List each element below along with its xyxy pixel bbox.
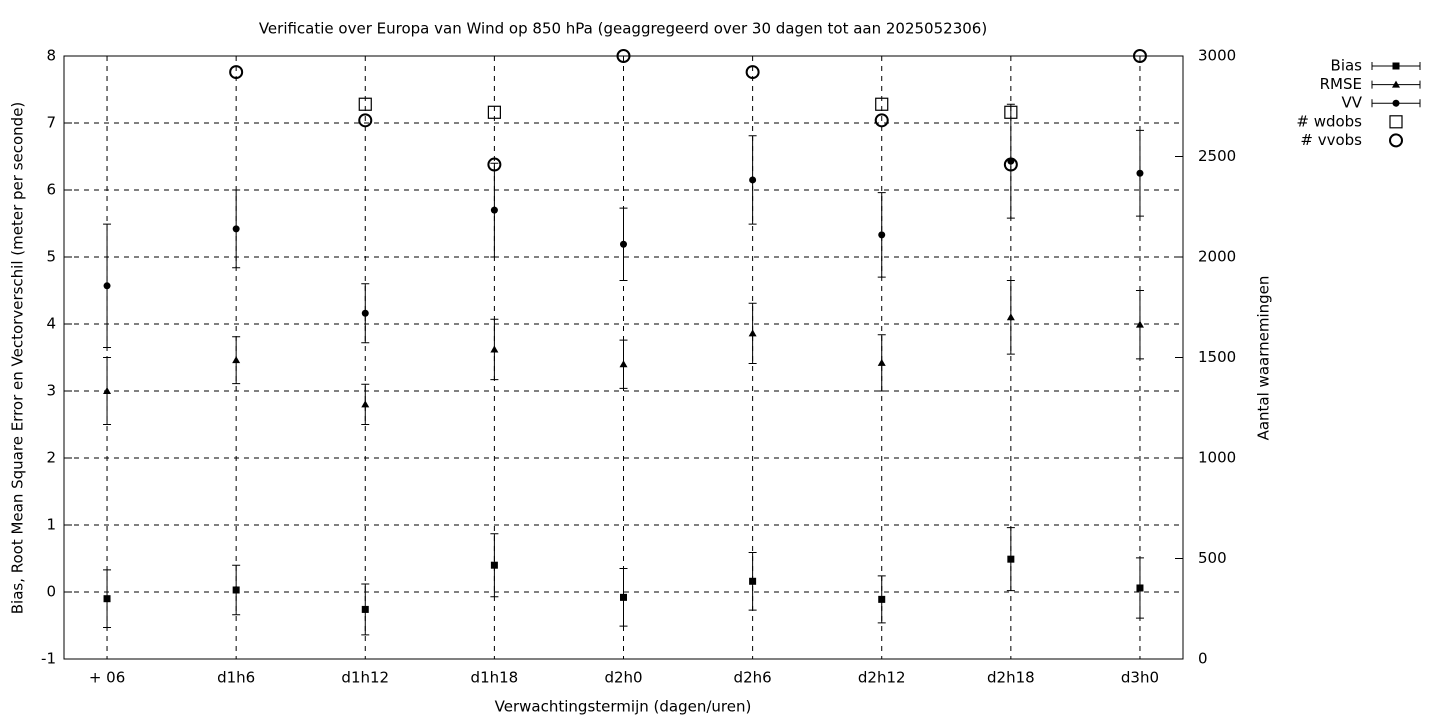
y-tick-label: 6 — [46, 181, 56, 199]
x-tick-label: + 06 — [89, 669, 125, 687]
legend-label: Bias — [1331, 57, 1363, 75]
data-point — [103, 595, 111, 603]
x-axis-label: Verwachtingstermijn (dagen/uren) — [495, 698, 752, 716]
data-point — [487, 105, 501, 119]
data-point — [232, 586, 240, 594]
data-point — [1004, 105, 1018, 119]
y2-tick-label: 0 — [1198, 650, 1208, 668]
data-point — [361, 605, 369, 613]
y2-tick-label: 1000 — [1198, 449, 1236, 467]
data-point — [490, 345, 499, 353]
y-tick-label: 4 — [46, 315, 56, 333]
data-point — [358, 97, 372, 111]
data-point — [619, 360, 628, 368]
data-point — [874, 113, 889, 128]
legend-label: RMSE — [1320, 75, 1362, 93]
data-point — [748, 329, 757, 337]
data-point — [875, 97, 889, 111]
data-point — [1132, 49, 1147, 63]
legend-marker — [1392, 99, 1400, 107]
y-tick-label: 3 — [46, 382, 56, 400]
data-point — [1136, 169, 1144, 177]
legend-label: # wdobs — [1296, 112, 1362, 130]
legend-marker — [1389, 133, 1403, 148]
data-point — [620, 240, 627, 248]
x-tick-label: d1h6 — [217, 669, 255, 687]
data-point — [490, 561, 498, 569]
data-point — [1003, 157, 1018, 172]
y2-axis-label: Aantal waarnemingen — [1255, 276, 1273, 441]
data-point — [745, 65, 760, 80]
data-point — [361, 309, 369, 317]
x-tick-label: d3h0 — [1121, 669, 1159, 687]
y-tick-label: 1 — [46, 516, 56, 534]
data-point — [616, 49, 631, 63]
data-point — [1136, 584, 1144, 592]
y2-tick-label: 2500 — [1198, 147, 1236, 165]
data-point — [361, 400, 370, 408]
data-point — [620, 593, 627, 601]
legend-label: # vvobs — [1300, 131, 1362, 149]
legend-label: VV — [1341, 94, 1362, 112]
x-tick-label: d2h12 — [858, 669, 906, 687]
data-point — [103, 387, 112, 394]
y2-tick-label: 1500 — [1198, 348, 1236, 366]
data-point — [358, 113, 373, 128]
data-point — [1006, 313, 1015, 321]
data-point — [749, 176, 757, 184]
data-point — [487, 157, 502, 172]
y-axis-label: Bias, Root Mean Square Error en Vectorve… — [9, 102, 27, 615]
y-tick-label: 5 — [46, 248, 56, 266]
data-point — [878, 231, 886, 239]
legend-marker — [1392, 80, 1400, 88]
data-point — [1007, 555, 1015, 563]
data-point — [229, 65, 244, 80]
x-tick-label: d2h18 — [987, 669, 1035, 687]
data-point — [490, 206, 498, 214]
data-point — [232, 356, 241, 364]
data-point — [877, 358, 886, 366]
y-tick-label: 0 — [46, 583, 56, 601]
x-tick-label: d1h18 — [471, 669, 519, 687]
y2-tick-label: 500 — [1198, 549, 1227, 567]
y-tick-label: 7 — [46, 114, 56, 132]
x-tick-label: d2h0 — [604, 669, 642, 687]
y-tick-label: 2 — [46, 449, 56, 467]
y2-tick-label: 2000 — [1198, 248, 1236, 266]
data-point — [878, 595, 886, 603]
y-tick-label: 8 — [46, 47, 56, 65]
data-point — [749, 577, 757, 585]
x-tick-label: d1h12 — [341, 669, 389, 687]
y2-tick-label: 3000 — [1198, 47, 1236, 65]
x-tick-label: d2h6 — [734, 669, 772, 687]
y-tick-label: -1 — [41, 650, 56, 668]
data-point — [232, 225, 240, 233]
legend-marker — [1389, 115, 1403, 129]
data-point — [1135, 320, 1144, 328]
chart-title: Verificatie over Europa van Wind op 850 … — [259, 20, 987, 38]
data-point — [103, 282, 111, 290]
legend-marker — [1392, 62, 1400, 70]
